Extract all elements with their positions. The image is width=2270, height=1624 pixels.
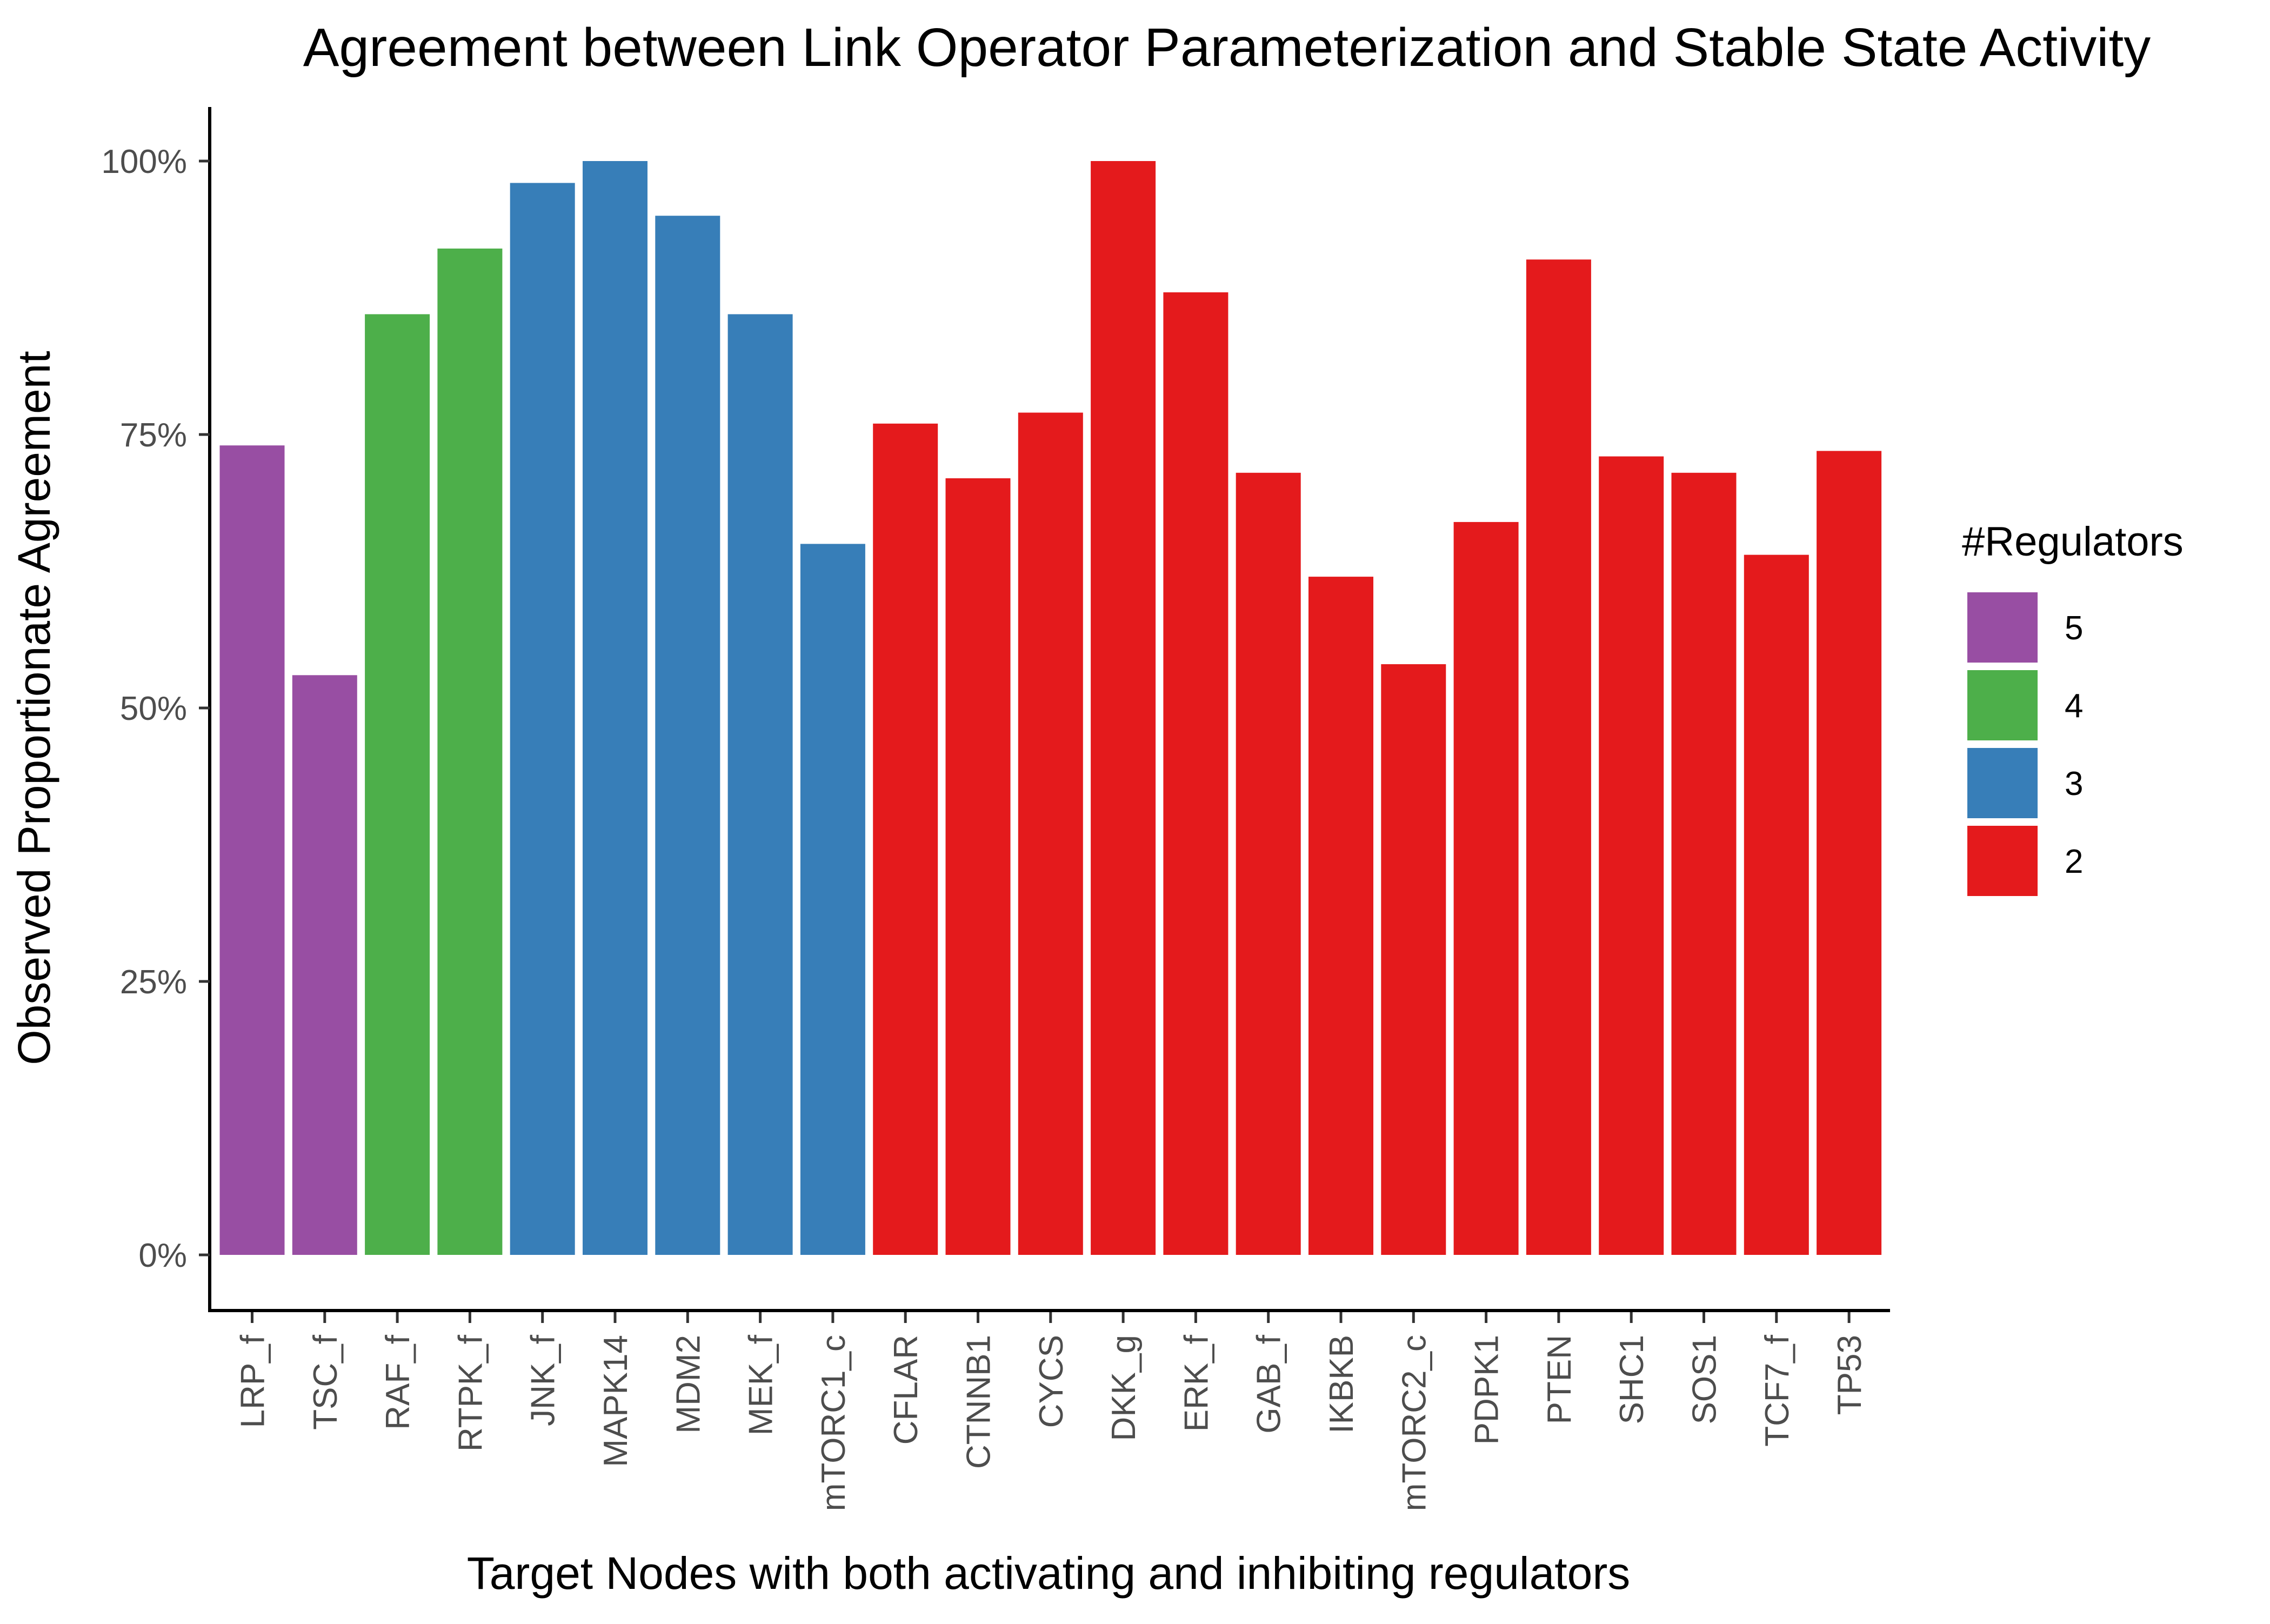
x-tick-label-raf-f: RAF_f — [379, 1334, 417, 1429]
legend-items: 5 4 3 2 — [1967, 592, 2083, 896]
y-tick-label: 100% — [101, 143, 187, 181]
legend-title: #Regulators — [1962, 519, 2184, 565]
x-tick-label-gab-f: GAB_f — [1251, 1334, 1288, 1433]
x-tick-label-ctnnb1: CTNNB1 — [960, 1335, 998, 1469]
bar-gab-f — [1236, 472, 1301, 1255]
bar-tsc-f — [292, 675, 357, 1255]
x-tick-label-lrp-f: LRP_f — [235, 1334, 272, 1428]
bar-cycs — [1018, 412, 1083, 1255]
x-tick-label-mtorc1-c: mTORC1_c — [815, 1335, 852, 1511]
y-tick-label: 25% — [120, 964, 187, 1001]
y-ticks-layer: 0% 25% 50% 75% 100% — [101, 143, 210, 1274]
bar-dkk-g — [1091, 161, 1156, 1255]
bar-rtpk-f — [437, 248, 503, 1255]
x-tick-label-tsc-f: TSC_f — [307, 1334, 344, 1429]
x-tick-label-rtpk-f: RTPK_f — [452, 1334, 489, 1452]
bar-mtorc1-c — [800, 544, 865, 1255]
x-tick-label-mek-f: MEK_f — [743, 1334, 780, 1435]
chart-title: Agreement between Link Operator Paramete… — [303, 17, 2151, 78]
bar-lrp-f — [219, 445, 285, 1255]
x-tick-label-tcf7-f: TCF7_f — [1759, 1334, 1796, 1446]
bar-mdm2 — [655, 216, 720, 1255]
bar-ctnnb1 — [945, 478, 1011, 1255]
bar-tp53 — [1817, 451, 1882, 1255]
bar-mtorc2-c — [1381, 664, 1446, 1255]
x-tick-label-ikbkb: IKBKB — [1323, 1335, 1360, 1434]
x-tick-label-pten: PTEN — [1541, 1335, 1578, 1424]
legend-label-3: 3 — [2065, 765, 2083, 803]
legend-label-5: 5 — [2065, 610, 2083, 647]
legend: #Regulators 5 4 3 2 — [1962, 519, 2184, 896]
x-tick-label-shc1: SHC1 — [1613, 1335, 1651, 1424]
axes-layer — [208, 107, 1890, 1312]
x-tick-label-dkk-g: DKK_g — [1105, 1335, 1143, 1441]
bar-mek-f — [727, 314, 793, 1255]
y-axis-title: Observed Proportionate Agreement — [9, 351, 59, 1065]
bar-pten — [1526, 259, 1591, 1255]
legend-swatch-3 — [1967, 748, 2038, 818]
bar-raf-f — [365, 314, 430, 1255]
bar-cflar — [873, 423, 938, 1255]
legend-swatch-5 — [1967, 592, 2038, 663]
y-tick-label: 75% — [120, 417, 187, 454]
bar-sos1 — [1671, 472, 1737, 1255]
x-tick-label-jnk-f: JNK_f — [525, 1334, 562, 1426]
legend-label-4: 4 — [2065, 687, 2083, 725]
bar-pdpk1 — [1453, 522, 1519, 1255]
x-axis-title: Target Nodes with both activating and in… — [467, 1548, 1631, 1599]
bar-jnk-f — [510, 183, 575, 1255]
x-tick-label-cycs: CYCS — [1033, 1335, 1070, 1428]
x-tick-label-pdpk1: PDPK1 — [1468, 1335, 1506, 1445]
x-ticks-layer: LRP_f TSC_f RAF_f RTPK_f JNK_f MAPK14 MDM2 MEK_… — [235, 1312, 1868, 1511]
bar-ikbkb — [1308, 577, 1373, 1255]
x-tick-label-mapk14: MAPK14 — [597, 1335, 635, 1467]
x-tick-label-tp53: TP53 — [1831, 1335, 1868, 1415]
x-tick-label-cflar: CFLAR — [887, 1335, 925, 1445]
y-tick-label: 50% — [120, 690, 187, 727]
bar-shc1 — [1599, 456, 1664, 1255]
x-tick-label-mtorc2-c: mTORC2_c — [1396, 1335, 1433, 1511]
bar-mapk14 — [583, 161, 647, 1255]
x-tick-label-sos1: SOS1 — [1686, 1335, 1724, 1424]
x-tick-label-erk-f: ERK_f — [1178, 1334, 1215, 1432]
legend-swatch-4 — [1967, 670, 2038, 740]
bars-layer — [219, 161, 1882, 1255]
bar-erk-f — [1163, 292, 1229, 1255]
legend-swatch-2 — [1967, 826, 2038, 896]
x-tick-label-mdm2: MDM2 — [670, 1335, 707, 1434]
y-tick-label: 0% — [138, 1237, 187, 1274]
legend-label-2: 2 — [2065, 843, 2083, 880]
bar-tcf7-f — [1744, 554, 1809, 1255]
